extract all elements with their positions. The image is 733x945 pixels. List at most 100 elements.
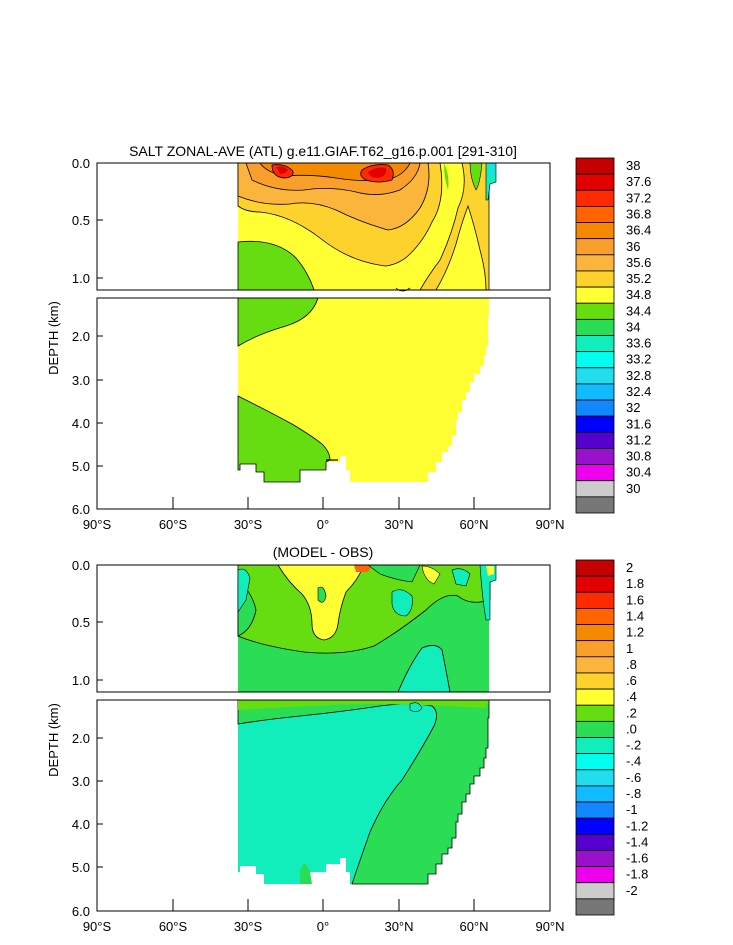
- colorbar-label: -1.8: [626, 867, 648, 882]
- colorbar-label: 31.2: [626, 432, 651, 447]
- y-tick-label: 0.5: [72, 615, 90, 630]
- colorbar-swatch: [575, 496, 615, 514]
- bottom-colorbar: 21.81.61.41.21.8.6.4.2.0-.2-.4-.6-.8-1-1…: [575, 559, 648, 916]
- colorbar-label: 36.8: [626, 206, 651, 221]
- colorbar-label: -1.6: [626, 851, 648, 866]
- colorbar-swatch: [575, 769, 615, 787]
- y-tick-label: 4.0: [72, 817, 90, 832]
- colorbar-label: -1: [626, 802, 638, 817]
- x-tick-label: 90°S: [83, 517, 112, 532]
- bottom-panel: (MODEL - OBS): [46, 544, 648, 934]
- y-tick-label: 0.5: [72, 213, 90, 228]
- colorbar-swatch: [575, 270, 615, 288]
- colorbar-swatch: [575, 480, 615, 498]
- bottom-xticks: 90°S 60°S 30°S 0° 30°N 60°N 90°N: [83, 899, 565, 934]
- bottom-title: (MODEL - OBS): [273, 544, 374, 560]
- x-tick-label: 30°N: [384, 919, 413, 934]
- y-tick-label: 2.0: [72, 731, 90, 746]
- x-tick-label: 60°N: [459, 919, 488, 934]
- colorbar-swatch: [575, 688, 615, 706]
- colorbar-label: .4: [626, 689, 637, 704]
- colorbar-label: .0: [626, 721, 637, 736]
- colorbar-swatch: [575, 189, 615, 207]
- x-tick-label: 90°S: [83, 919, 112, 934]
- top-upper-yticks: 0.0 0.5 1.0: [72, 156, 103, 286]
- x-tick-label: 90°N: [535, 919, 564, 934]
- y-tick-label: 1.0: [72, 673, 90, 688]
- colorbar-swatch: [575, 785, 615, 803]
- y-tick-label: 4.0: [72, 416, 90, 431]
- colorbar-label: 1.2: [626, 625, 644, 640]
- y-tick-label: 5.0: [72, 459, 90, 474]
- top-upper-axes: [96, 162, 551, 291]
- colorbar-label: -2: [626, 883, 638, 898]
- colorbar-label: -.4: [626, 754, 641, 769]
- colorbar-label: .6: [626, 673, 637, 688]
- colorbar-swatch: [575, 640, 615, 658]
- colorbar-label: 31.6: [626, 416, 651, 431]
- colorbar-label: 33.6: [626, 336, 651, 351]
- colorbar-swatch: [575, 866, 615, 884]
- colorbar-label: 1.8: [626, 576, 644, 591]
- colorbar-label: -1.4: [626, 834, 648, 849]
- colorbar-swatch: [575, 238, 615, 256]
- y-tick-label: 1.0: [72, 271, 90, 286]
- colorbar-label: .2: [626, 705, 637, 720]
- colorbar-label: 34.4: [626, 303, 651, 318]
- colorbar-swatch: [575, 559, 615, 577]
- colorbar-label: 30.8: [626, 449, 651, 464]
- colorbar-label: 37.6: [626, 174, 651, 189]
- y-tick-label: 3.0: [72, 373, 90, 388]
- x-tick-label: 60°N: [459, 517, 488, 532]
- colorbar-label: 35.2: [626, 271, 651, 286]
- colorbar-label: 38: [626, 158, 640, 173]
- colorbar-swatch: [575, 222, 615, 240]
- colorbar-label: -.8: [626, 786, 641, 801]
- colorbar-swatch: [575, 753, 615, 771]
- colorbar-label: 1.6: [626, 592, 644, 607]
- y-tick-label: 3.0: [72, 774, 90, 789]
- top-lower-yticks: 2.0 3.0 4.0 5.0 6.0: [72, 329, 103, 517]
- x-tick-label: 0°: [317, 919, 329, 934]
- x-tick-label: 30°N: [384, 517, 413, 532]
- bottom-lower-field: [237, 699, 490, 885]
- colorbar-swatch: [575, 399, 615, 417]
- y-tick-label: 6.0: [72, 904, 90, 919]
- colorbar-swatch: [575, 318, 615, 336]
- colorbar-label: 33.2: [626, 352, 651, 367]
- colorbar-label: 30.4: [626, 465, 651, 480]
- colorbar-swatch: [575, 850, 615, 867]
- colorbar-label: .8: [626, 657, 637, 672]
- colorbar-swatch: [575, 608, 615, 625]
- x-tick-label: 60°S: [159, 919, 188, 934]
- colorbar-swatch: [575, 367, 615, 385]
- colorbar-swatch: [575, 464, 615, 482]
- x-tick-label: 0°: [317, 517, 329, 532]
- colorbar-swatch: [575, 833, 615, 851]
- colorbar-swatch: [575, 672, 615, 690]
- colorbar-label: 32: [626, 400, 640, 415]
- colorbar-swatch: [575, 882, 615, 900]
- colorbar-label: 1: [626, 641, 633, 656]
- colorbar-swatch: [575, 898, 615, 916]
- top-lower-field: [237, 297, 489, 483]
- colorbar-swatch: [575, 720, 615, 738]
- colorbar-label: 30: [626, 481, 640, 496]
- y-tick-label: 0.0: [72, 558, 90, 573]
- top-xticks: 90°S 60°S 30°S 0° 30°N 60°N 90°N: [83, 497, 565, 532]
- top-panel: SALT ZONAL-AVE (ATL) g.e11.GIAF.T62_g16.…: [46, 143, 651, 532]
- colorbar-swatch: [575, 656, 615, 674]
- y-tick-label: 0.0: [72, 156, 90, 171]
- colorbar-swatch: [575, 591, 615, 609]
- colorbar-swatch: [575, 415, 615, 433]
- colorbar-swatch: [575, 704, 615, 722]
- x-tick-label: 30°S: [234, 517, 263, 532]
- colorbar-swatch: [575, 624, 615, 642]
- top-upper-field: [237, 162, 497, 292]
- colorbar-swatch: [575, 302, 615, 320]
- colorbar-label: -1.2: [626, 818, 648, 833]
- colorbar-swatch: [575, 575, 615, 593]
- colorbar-label: 2: [626, 560, 633, 575]
- colorbar-swatch: [575, 801, 615, 819]
